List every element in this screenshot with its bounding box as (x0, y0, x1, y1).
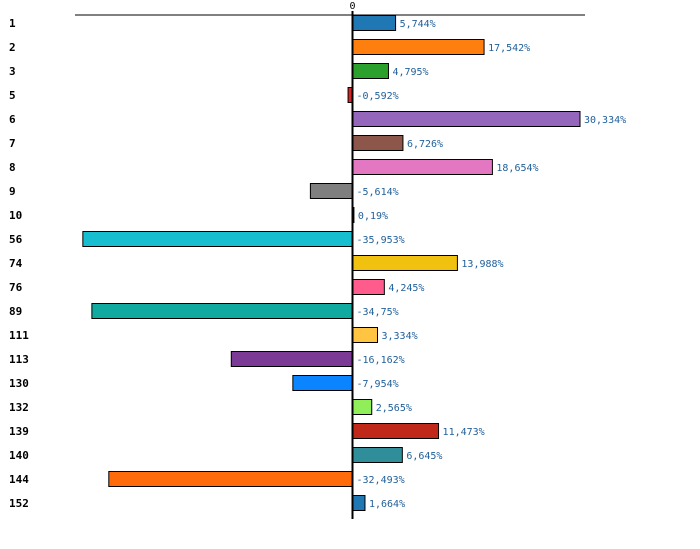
category-labels-group: 1235678910567476891111131301321391401441… (9, 17, 29, 510)
value-label-10: 0,19% (358, 211, 388, 222)
zero-tick-label: 0 (349, 1, 355, 12)
bar-56 (82, 231, 353, 247)
category-label-5: 5 (9, 89, 16, 102)
category-label-9: 9 (9, 185, 16, 198)
category-label-132: 132 (9, 401, 29, 414)
category-label-140: 140 (9, 449, 29, 462)
category-label-6: 6 (9, 113, 16, 126)
value-label-113: -16,162% (357, 355, 405, 366)
bar-89 (91, 303, 353, 319)
bar-7 (352, 135, 404, 151)
category-label-130: 130 (9, 377, 29, 390)
bar-74 (352, 255, 458, 271)
value-label-9: -5,614% (357, 187, 399, 198)
value-label-1: 5,744% (400, 19, 436, 30)
value-label-56: -35,953% (357, 235, 405, 246)
category-label-8: 8 (9, 161, 16, 174)
bar-76 (352, 279, 385, 295)
value-label-139: 11,473% (443, 427, 485, 438)
category-label-89: 89 (9, 305, 22, 318)
bar-130 (292, 375, 353, 391)
category-label-2: 2 (9, 41, 16, 54)
value-label-3: 4,795% (392, 67, 428, 78)
value-labels-group: 5,744% 17,542% 4,795% -0,592% 30,334% 6,726% 1… (357, 19, 627, 510)
category-label-74: 74 (9, 257, 23, 270)
value-label-2: 17,542% (488, 43, 530, 54)
category-label-113: 113 (9, 353, 29, 366)
bar-1 (352, 15, 397, 31)
value-label-8: 18,654% (496, 163, 538, 174)
bar-3 (352, 63, 389, 79)
bar-139 (352, 423, 440, 439)
category-label-56: 56 (9, 233, 23, 246)
category-label-152: 152 (9, 497, 29, 510)
category-label-144: 144 (9, 473, 29, 486)
category-label-139: 139 (9, 425, 29, 438)
value-label-74: 13,988% (461, 259, 503, 270)
category-label-7: 7 (9, 137, 16, 150)
bar-152 (352, 495, 366, 511)
value-label-6: 30,334% (584, 115, 626, 126)
bar-2 (352, 39, 485, 55)
bar-140 (352, 447, 403, 463)
value-label-140: 6,645% (406, 451, 442, 462)
category-label-10: 10 (9, 209, 22, 222)
value-label-76: 4,245% (388, 283, 424, 294)
category-label-1: 1 (9, 17, 16, 30)
value-label-7: 6,726% (407, 139, 443, 150)
bar-111 (352, 327, 379, 343)
bars-group (82, 15, 581, 511)
value-label-111: 3,334% (382, 331, 418, 342)
value-label-132: 2,565% (376, 403, 412, 414)
category-label-76: 76 (9, 281, 23, 294)
bar-9 (309, 183, 353, 199)
bar-132 (352, 399, 373, 415)
bar-6 (352, 111, 581, 127)
value-label-5: -0,592% (357, 91, 399, 102)
category-label-3: 3 (9, 65, 16, 78)
bar-144 (108, 471, 353, 487)
value-label-89: -34,75% (357, 307, 399, 318)
category-label-111: 111 (9, 329, 29, 342)
value-label-144: -32,493% (357, 475, 405, 486)
value-label-130: -7,954% (357, 379, 399, 390)
bar-8 (352, 159, 493, 175)
bar-113 (230, 351, 353, 367)
value-label-152: 1,664% (369, 499, 405, 510)
